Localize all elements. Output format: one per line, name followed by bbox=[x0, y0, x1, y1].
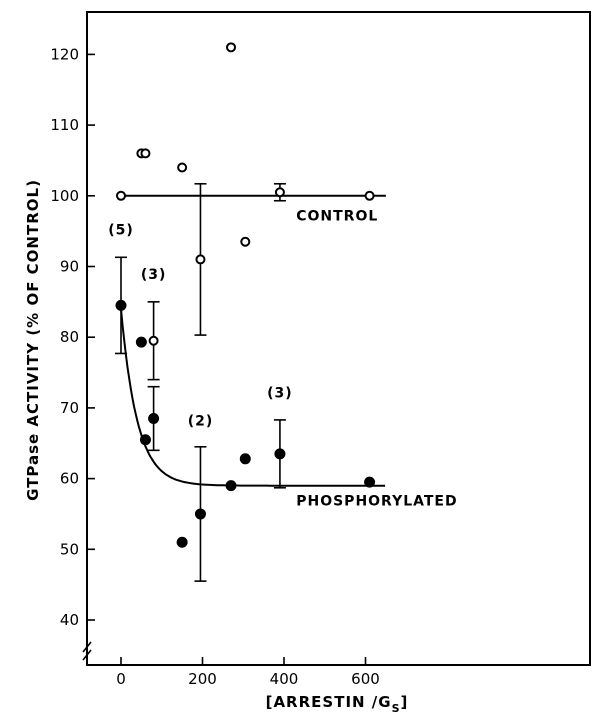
annotation-label: PHOSPHORYLATED bbox=[296, 493, 457, 509]
phosphorylated-point bbox=[194, 508, 206, 520]
x-axis-title: [ARRESTIN /GS] bbox=[266, 693, 409, 715]
phosphorylated-point bbox=[364, 476, 376, 488]
control-point bbox=[140, 148, 151, 159]
phosphorylated-point bbox=[239, 453, 251, 465]
annotations: (5) (3) (2) (3) CONTROL PHOSPHORYLATED bbox=[108, 209, 457, 510]
y-tick-label: 80 bbox=[60, 328, 79, 346]
x-tick-label: 0 bbox=[116, 670, 126, 688]
axis-break-mark bbox=[82, 641, 92, 661]
annotation-label: (3) bbox=[267, 385, 293, 401]
y-tick-label: 100 bbox=[50, 187, 79, 205]
x-tick-label: 200 bbox=[188, 670, 217, 688]
x-axis-title-close: ] bbox=[401, 693, 409, 711]
y-tick-label: 110 bbox=[50, 116, 79, 134]
control-point bbox=[240, 236, 251, 247]
phosphorylated-point bbox=[139, 434, 151, 446]
phosphorylated-point bbox=[135, 336, 147, 348]
phosphorylated-point bbox=[148, 413, 160, 425]
control-point bbox=[226, 42, 237, 53]
annotation-label: (5) bbox=[108, 223, 134, 239]
plot-frame bbox=[86, 11, 591, 666]
x-tick-label: 400 bbox=[270, 670, 299, 688]
extra-point bbox=[148, 335, 159, 346]
annotation-label: (3) bbox=[141, 267, 167, 283]
x-axis-title-main: [ARRESTIN /G bbox=[266, 693, 392, 711]
control-point bbox=[195, 254, 206, 265]
y-tick-label: 50 bbox=[60, 540, 79, 558]
x-axis-title-subscript: S bbox=[392, 702, 401, 715]
control-point bbox=[116, 190, 126, 201]
data-points bbox=[115, 42, 376, 548]
y-tick-label: 60 bbox=[60, 470, 79, 488]
phosphorylated-point bbox=[274, 448, 286, 460]
x-axis-ticks: 0 200 400 600 bbox=[116, 657, 380, 688]
y-tick-label: 120 bbox=[50, 45, 79, 63]
phosphorylated-point bbox=[115, 299, 127, 311]
annotation-label: (2) bbox=[188, 414, 214, 430]
phosphorylated-fit-curve bbox=[120, 308, 386, 487]
x-tick-label: 600 bbox=[351, 670, 380, 688]
control-point bbox=[274, 187, 285, 198]
annotation-label: CONTROL bbox=[296, 209, 378, 225]
error-bars bbox=[115, 182, 286, 582]
control-point bbox=[364, 190, 375, 201]
phosphorylated-point bbox=[225, 480, 237, 492]
y-tick-label: 70 bbox=[60, 399, 79, 417]
y-tick-label: 90 bbox=[60, 258, 79, 276]
y-tick-label: 40 bbox=[60, 611, 79, 629]
control-point bbox=[177, 162, 188, 173]
phosphorylated-point bbox=[176, 536, 188, 548]
y-axis-ticks: 40 50 60 70 80 90 100 110 120 bbox=[50, 45, 95, 629]
y-axis-title: GTPase ACTIVITY (% OF CONTROL) bbox=[24, 179, 42, 501]
fit-lines bbox=[120, 194, 386, 487]
